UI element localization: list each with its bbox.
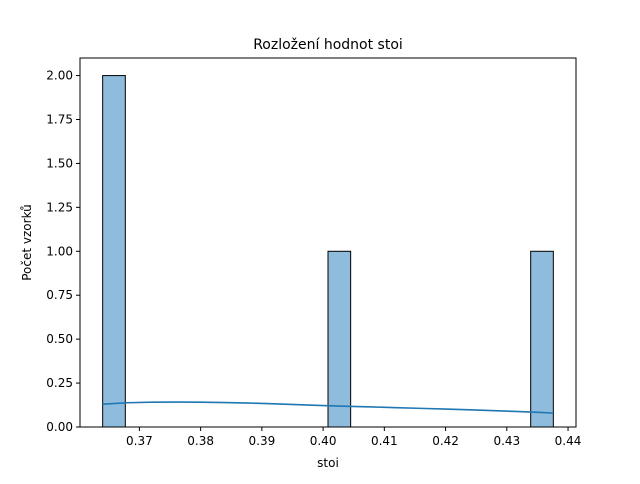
kde-layer	[102, 401, 554, 414]
plot-frame	[79, 57, 577, 428]
x-tick-label: 0.39	[249, 434, 276, 448]
y-tick-label: 1.00	[46, 244, 73, 258]
y-tick-label: 0.00	[46, 420, 73, 434]
histogram-bar	[102, 75, 126, 428]
x-axis-label: stoi	[317, 456, 339, 470]
y-tick-label: 0.25	[46, 376, 73, 390]
x-tick-label: 0.44	[555, 434, 582, 448]
y-axis: 0.00 0.25 0.50 0.75 1.00 1.25 1.50 1.75 2.00	[46, 69, 80, 434]
x-tick-label: 0.43	[493, 434, 520, 448]
bars-layer	[102, 75, 554, 428]
x-tick-label: 0.37	[126, 434, 153, 448]
y-tick-label: 1.25	[46, 200, 73, 214]
chart-title: Rozložení hodnot stoi	[253, 37, 403, 53]
y-tick-label: 1.50	[46, 156, 73, 170]
histogram-bar	[530, 250, 554, 428]
x-tick-label: 0.38	[187, 434, 214, 448]
y-tick-label: 0.50	[46, 332, 73, 346]
y-tick-label: 2.00	[46, 69, 73, 83]
x-tick-label: 0.41	[371, 434, 398, 448]
x-tick-label: 0.42	[432, 434, 459, 448]
x-tick-label: 0.40	[310, 434, 337, 448]
y-axis-label: Počet vzorků	[20, 204, 34, 281]
y-tick-label: 0.75	[46, 288, 73, 302]
x-axis: 0.37 0.38 0.39 0.40 0.41 0.42 0.43 0.44	[126, 427, 581, 448]
histogram-bar	[327, 250, 352, 428]
y-tick-label: 1.75	[46, 113, 73, 127]
kde-line	[102, 401, 554, 414]
